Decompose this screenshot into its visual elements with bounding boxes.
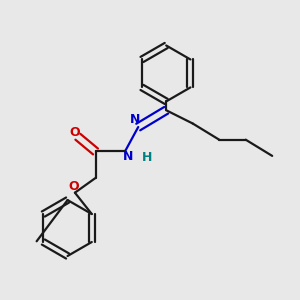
- Text: N: N: [123, 150, 133, 163]
- Text: O: O: [68, 180, 79, 193]
- Text: N: N: [130, 113, 140, 126]
- Text: H: H: [142, 152, 152, 164]
- Text: O: O: [69, 126, 80, 139]
